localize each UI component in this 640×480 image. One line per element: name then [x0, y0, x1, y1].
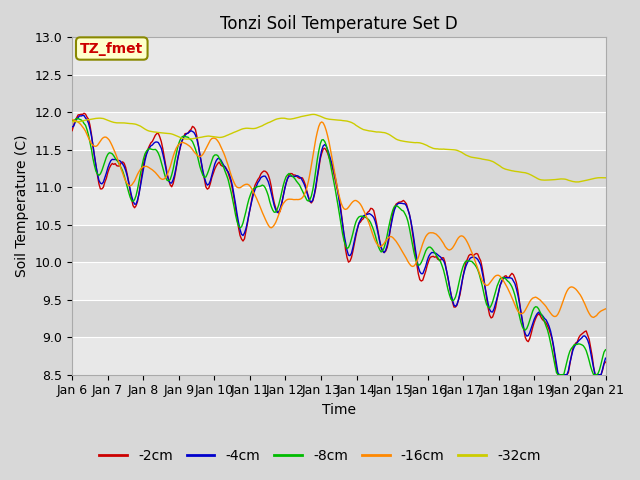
Bar [72, 337, 605, 375]
Bar [72, 225, 605, 262]
Bar [72, 187, 605, 225]
Bar [72, 37, 605, 75]
Bar [72, 262, 605, 300]
Bar [72, 300, 605, 337]
Bar [72, 75, 605, 112]
Bar [72, 150, 605, 187]
Text: TZ_fmet: TZ_fmet [80, 41, 143, 56]
X-axis label: Time: Time [322, 403, 356, 417]
Title: Tonzi Soil Temperature Set D: Tonzi Soil Temperature Set D [220, 15, 458, 33]
Legend: -2cm, -4cm, -8cm, -16cm, -32cm: -2cm, -4cm, -8cm, -16cm, -32cm [93, 443, 547, 468]
Y-axis label: Soil Temperature (C): Soil Temperature (C) [15, 135, 29, 277]
Bar [72, 112, 605, 150]
